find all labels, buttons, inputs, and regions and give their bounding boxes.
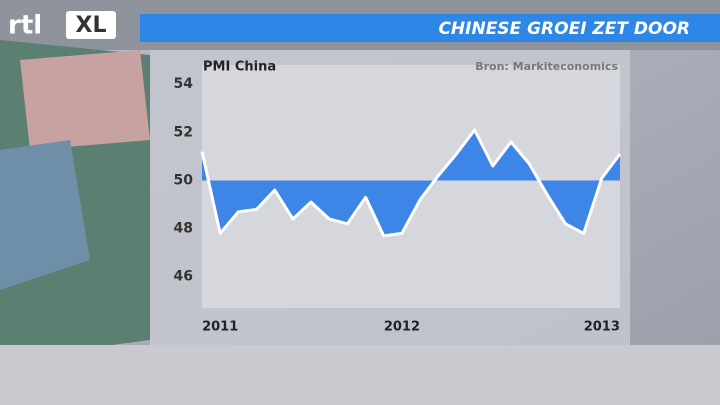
line: [200, 128, 622, 238]
logo-rtl: rtl: [8, 11, 42, 41]
logo-box: [66, 11, 116, 39]
y-tick-label: 52: [174, 124, 193, 140]
y-tick-label: 54: [174, 76, 194, 92]
y-axis-label: PMI China: [203, 60, 276, 75]
title: CHINESE GROEI ZET DOOR: [438, 19, 690, 39]
banknote-blue: [0, 140, 90, 290]
banknote: [20, 50, 150, 150]
x-tick-label: 2012: [384, 320, 420, 335]
source: Bron: Markiteconomics: [475, 60, 618, 73]
y-tick-label: 48: [174, 221, 193, 237]
area: [202, 130, 620, 236]
x-tick-label: 2013: [584, 320, 620, 335]
y-tick-label: 46: [174, 269, 193, 285]
floor: [0, 345, 720, 405]
y-tick-label: 50: [174, 172, 194, 188]
x-tick-label: 2011: [202, 320, 238, 335]
logo-xl: XL: [76, 13, 107, 38]
title-bar: [140, 14, 720, 42]
